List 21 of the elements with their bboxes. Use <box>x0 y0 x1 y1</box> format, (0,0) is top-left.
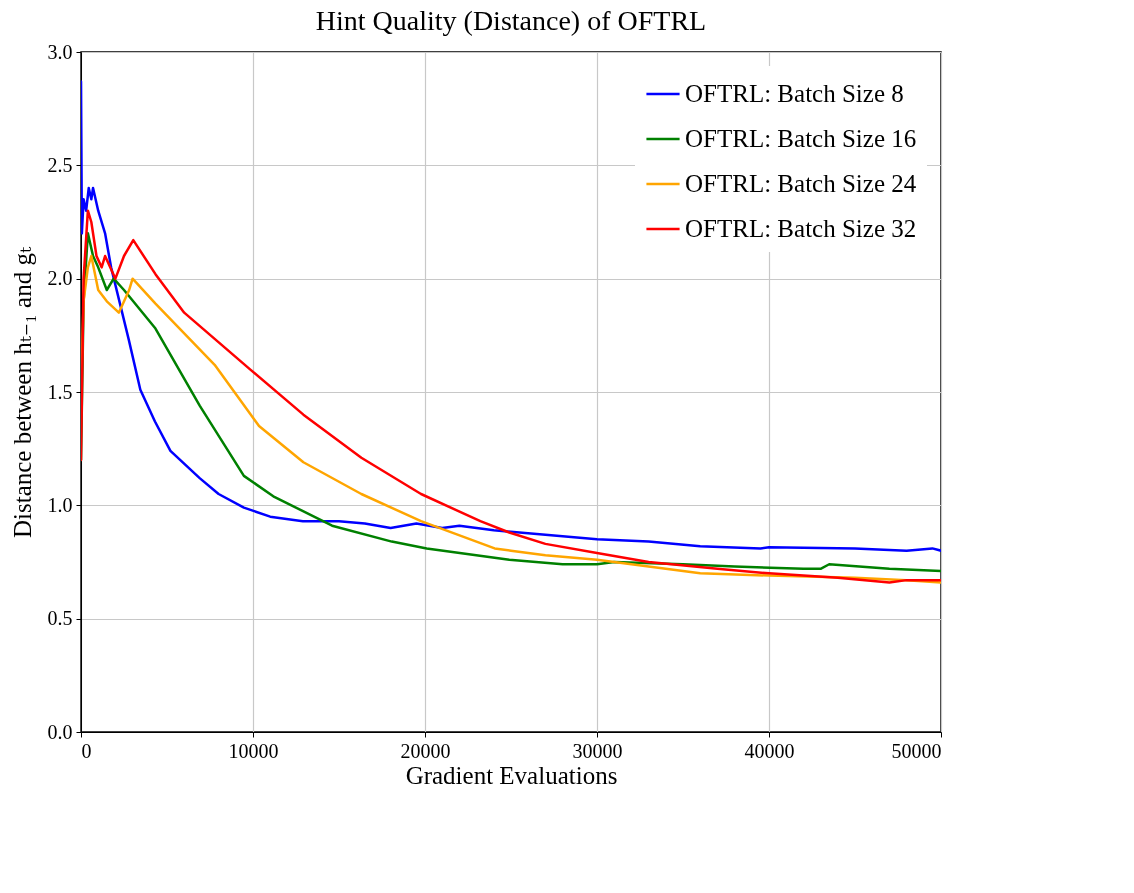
y-tick-label: 1.0 <box>47 493 73 516</box>
x-tick-label: 0 <box>81 739 92 762</box>
legend-label: OFTRL: Batch Size 32 <box>685 215 917 242</box>
y-tick-label: 3.0 <box>47 40 73 63</box>
x-tick-label: 30000 <box>572 739 623 762</box>
legend-label: OFTRL: Batch Size 24 <box>685 170 917 197</box>
x-tick-label: 50000 <box>891 739 942 762</box>
y-tick-label: 2.0 <box>47 267 73 290</box>
x-tick-label: 20000 <box>400 739 451 762</box>
y-tick-label: 0.5 <box>47 607 73 630</box>
x-tick-label: 10000 <box>228 739 279 762</box>
line-series <box>81 80 941 552</box>
legend-label: OFTRL: Batch Size 8 <box>685 80 904 107</box>
y-tick-label: 0.0 <box>47 720 73 743</box>
legend-label: OFTRL: Batch Size 16 <box>685 125 917 152</box>
x-tick-label: 40000 <box>744 739 795 762</box>
y-tick-label: 2.5 <box>47 153 73 176</box>
x-axis-title: Gradient Evaluations <box>405 761 618 789</box>
y-tick-label: 1.5 <box>47 380 73 403</box>
chart-title: Hint Quality (Distance) of OFTRL <box>315 5 707 36</box>
y-axis-title: Distance between hₜ₋₁ and gₜ <box>8 246 36 539</box>
